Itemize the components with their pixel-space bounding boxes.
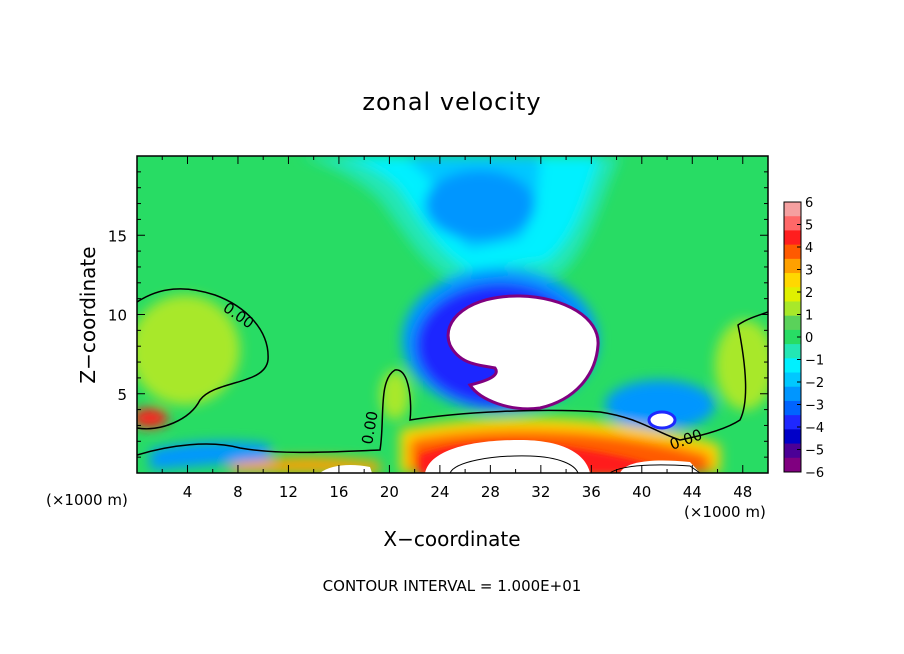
colorbar-label: 1: [805, 309, 813, 324]
field-white-bottom-mid: [320, 465, 372, 473]
field-white-small: [647, 410, 677, 430]
colorbar-swatch: [784, 372, 801, 388]
colorbar-swatch: [784, 202, 801, 217]
x-tick-label: 44: [683, 483, 702, 501]
y-tick-label: 15: [108, 227, 127, 245]
colorbar: 6 5 4 3 2 1 0 −1 −2 −3 −4 −5 −6: [783, 196, 824, 481]
x-tick-label: 28: [481, 483, 500, 501]
x-unit-label-left: (×1000 m): [46, 491, 128, 509]
colorbar-swatch: [784, 273, 801, 288]
x-axis-label: X−coordinate: [383, 527, 521, 551]
y-tick-label: 10: [108, 307, 127, 325]
colorbar-swatch: [784, 258, 801, 274]
colorbar-label: −1: [805, 354, 824, 369]
colorbar-swatch: [784, 457, 801, 473]
colorbar-label: 2: [805, 286, 813, 301]
colorbar-swatch: [784, 443, 801, 459]
colorbar-label: 6: [805, 196, 813, 211]
x-tick-label: 24: [430, 483, 449, 501]
colorbar-label: −4: [805, 421, 824, 436]
y-ticks: 5 10 15: [108, 171, 768, 458]
colorbar-swatch: [784, 315, 801, 331]
colorbar-label: 4: [805, 241, 813, 256]
colorbar-swatch: [784, 216, 801, 231]
colorbar-label: −3: [805, 399, 824, 414]
contour-inner-right: [609, 464, 701, 473]
colorbar-label: −5: [805, 444, 824, 459]
x-tick-label: 4: [183, 483, 193, 501]
contour-label: 0.00: [358, 410, 382, 446]
field-yellowgreen-left: [137, 295, 240, 405]
x-tick-label: 48: [733, 483, 752, 501]
x-ticks: 4 8 12 16 20 24 28 32 36 40 44 48: [161, 156, 769, 501]
field-blue-bottom-left: [150, 441, 270, 470]
colorbar-label: 0: [805, 331, 813, 346]
field-yellowgreen-right: [715, 320, 768, 410]
contour-main: [137, 311, 768, 456]
field-yellowgreen-mid: [380, 370, 410, 420]
colorbar-label: 5: [805, 219, 813, 234]
heatmap-field: [137, 156, 768, 473]
x-tick-label: 36: [582, 483, 601, 501]
colorbar-swatch: [784, 301, 801, 317]
colorbar-swatch: [784, 244, 801, 260]
colorbar-swatch: [784, 287, 801, 302]
colorbar-swatch: [784, 329, 801, 345]
x-unit-label-right: (×1000 m): [684, 503, 766, 521]
colorbar-swatch: [784, 415, 801, 430]
colorbar-swatch: [784, 230, 801, 246]
colorbar-label: −6: [805, 466, 824, 481]
contour-left: [137, 288, 269, 430]
zero-contours: [137, 288, 768, 473]
x-tick-label: 20: [380, 483, 399, 501]
chart-title: zonal velocity: [362, 88, 542, 116]
x-tick-label: 8: [233, 483, 243, 501]
field-white-core: [446, 294, 600, 411]
field-blue-upper: [425, 170, 535, 240]
colorbar-swatch: [784, 344, 801, 359]
colorbar-label: −2: [805, 376, 824, 391]
contour-inner-bottom: [449, 455, 579, 473]
colorbar-swatch: [784, 400, 801, 416]
colorbar-label: 3: [805, 264, 813, 279]
colorbar-swatch: [784, 358, 801, 374]
y-tick-label: 5: [117, 386, 127, 404]
x-tick-label: 40: [632, 483, 651, 501]
colorbar-swatch: [784, 429, 801, 445]
field-white-bottom-right: [620, 460, 700, 473]
x-tick-label: 12: [279, 483, 298, 501]
x-tick-label: 32: [531, 483, 550, 501]
field-red-left: [137, 408, 168, 428]
field-blue-right: [605, 380, 715, 430]
colorbar-swatch: [784, 386, 801, 402]
x-tick-label: 16: [329, 483, 348, 501]
contour-interval-note: CONTOUR INTERVAL = 1.000E+01: [322, 577, 582, 595]
